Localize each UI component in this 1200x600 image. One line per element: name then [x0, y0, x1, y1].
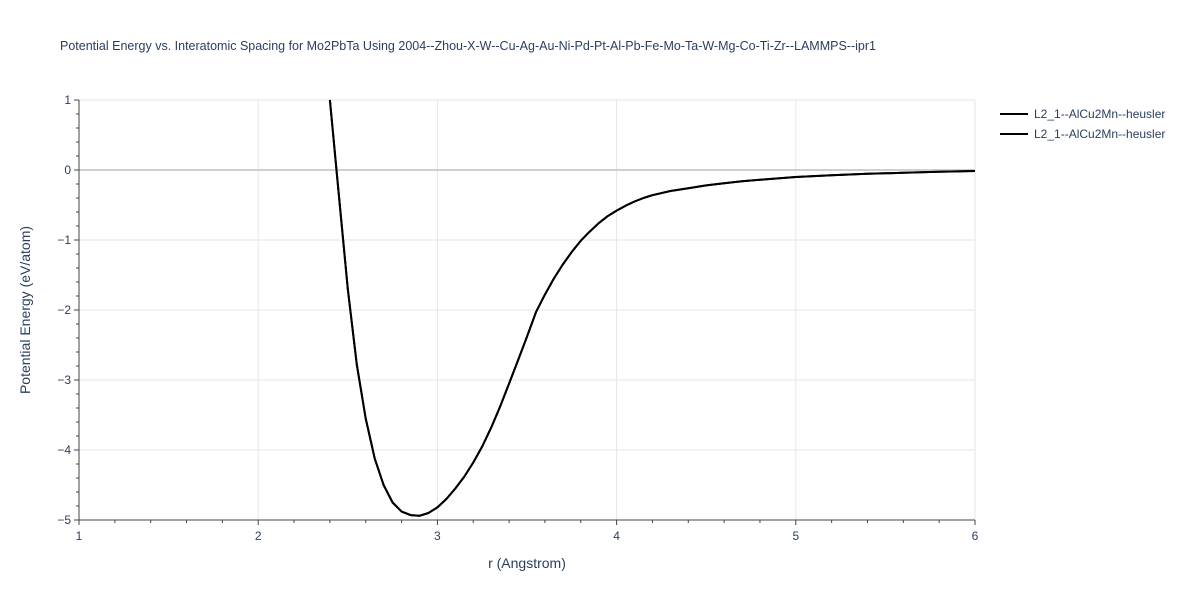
x-axis-title: r (Angstrom)	[488, 555, 566, 571]
x-tick-label: 5	[792, 529, 799, 543]
legend-item-1[interactable]: L2_1--AlCu2Mn--heusler	[1000, 107, 1165, 121]
legend-item-2[interactable]: L2_1--AlCu2Mn--heusler	[1000, 127, 1165, 141]
y-tick-label: −2	[57, 303, 71, 317]
y-tick-label: 1	[64, 93, 71, 107]
x-tick-label: 6	[972, 529, 979, 543]
x-tick-label: 1	[76, 529, 83, 543]
y-tick-label: −5	[57, 513, 71, 527]
legend-label: L2_1--AlCu2Mn--heusler	[1034, 127, 1165, 141]
series-line-2	[328, 99, 976, 517]
y-tick-label: −4	[57, 443, 71, 457]
chart-title: Potential Energy vs. Interatomic Spacing…	[60, 39, 876, 53]
legend-label: L2_1--AlCu2Mn--heusler	[1034, 107, 1165, 121]
y-axis-title: Potential Energy (eV/atom)	[17, 226, 33, 394]
axis-layer: 1 2 3 4 5 6 1 0 −1 −2 −3 −4 −5	[57, 93, 978, 543]
series-layer	[328, 99, 976, 517]
grid-layer	[79, 99, 976, 520]
x-tick-label: 4	[613, 529, 620, 543]
legend[interactable]: L2_1--AlCu2Mn--heusler L2_1--AlCu2Mn--heu…	[1000, 107, 1165, 141]
y-tick-label: 0	[64, 163, 71, 177]
y-tick-label: −3	[57, 373, 71, 387]
x-tick-label: 3	[434, 529, 441, 543]
x-tick-label: 2	[255, 529, 262, 543]
y-tick-label: −1	[57, 233, 71, 247]
series-line-1	[328, 99, 976, 517]
